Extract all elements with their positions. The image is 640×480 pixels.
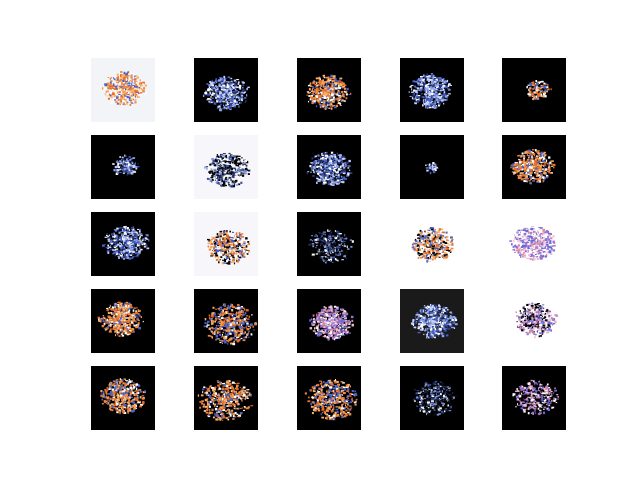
sample-image (297, 135, 361, 199)
sample-image (91, 135, 155, 199)
sample-image (400, 135, 464, 199)
sample-image-canvas (297, 135, 361, 199)
sample-image-canvas (400, 366, 464, 430)
sample-image-canvas (91, 135, 155, 199)
sample-image (400, 289, 464, 353)
sample-image-canvas (194, 212, 258, 276)
sample-image (502, 58, 566, 122)
sample-image-canvas (400, 58, 464, 122)
sample-image-canvas (502, 289, 566, 353)
sample-image-canvas (194, 135, 258, 199)
sample-image-canvas (400, 135, 464, 199)
sample-image-canvas (297, 366, 361, 430)
sample-image (297, 289, 361, 353)
sample-image (194, 212, 258, 276)
sample-image-canvas (91, 212, 155, 276)
sample-image (400, 366, 464, 430)
sample-image (91, 212, 155, 276)
sample-image-canvas (194, 289, 258, 353)
sample-image (400, 58, 464, 122)
sample-image (502, 366, 566, 430)
sample-image (91, 366, 155, 430)
sample-image (91, 289, 155, 353)
sample-image (297, 366, 361, 430)
sample-image (194, 289, 258, 353)
sample-image (400, 212, 464, 276)
sample-image-canvas (400, 212, 464, 276)
sample-image-canvas (91, 289, 155, 353)
sample-image-canvas (297, 289, 361, 353)
sample-image-canvas (400, 289, 464, 353)
sample-image-canvas (502, 212, 566, 276)
sample-image-canvas (502, 135, 566, 199)
sample-image-canvas (194, 366, 258, 430)
sample-image (502, 289, 566, 353)
sample-image (297, 58, 361, 122)
sample-image-canvas (91, 366, 155, 430)
sample-image-canvas (91, 58, 155, 122)
sample-image (502, 135, 566, 199)
sample-image (502, 212, 566, 276)
sample-image-canvas (502, 58, 566, 122)
sample-image-canvas (502, 366, 566, 430)
sample-image-canvas (297, 58, 361, 122)
sample-image (297, 212, 361, 276)
sample-image (194, 366, 258, 430)
sample-image-canvas (194, 58, 258, 122)
sample-image (91, 58, 155, 122)
sample-image (194, 135, 258, 199)
sample-image (194, 58, 258, 122)
sample-image-canvas (297, 212, 361, 276)
